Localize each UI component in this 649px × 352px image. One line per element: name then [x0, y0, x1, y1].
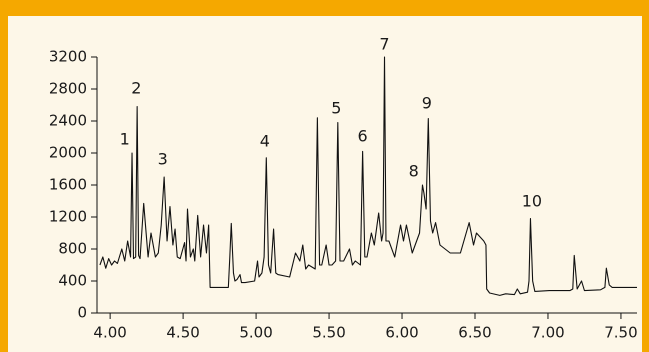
y-tick-label: 1200: [49, 208, 87, 226]
y-tick-label: 800: [58, 240, 87, 258]
y-tick-label: 2800: [49, 80, 87, 98]
y-tick-label: 3200: [49, 48, 87, 66]
y-tick-label: 2400: [49, 112, 87, 130]
trace: [99, 56, 637, 296]
peak-label: 8: [409, 162, 419, 181]
peak-label: 2: [131, 79, 141, 98]
x-tick-label: 6.50: [458, 324, 491, 342]
peak-label: 4: [260, 131, 270, 150]
peak-label: 1: [120, 130, 130, 149]
y-tick-label: 0: [77, 304, 87, 322]
peak-label: 10: [522, 191, 542, 210]
x-tick-label: 6.00: [385, 324, 418, 342]
y-tick-label: 400: [58, 272, 87, 290]
y-tick-label: 2000: [49, 144, 87, 162]
peak-label: 5: [331, 99, 341, 118]
x-tick-label: 7.00: [531, 324, 564, 342]
peak-label: 9: [422, 94, 432, 113]
peak-label: 6: [358, 127, 368, 146]
x-tick-label: 4.00: [93, 324, 126, 342]
x-tick-label: 4.50: [166, 324, 199, 342]
y-tick-label: 1600: [49, 176, 87, 194]
x-tick-label: 5.50: [312, 324, 345, 342]
peak-label: 7: [379, 35, 389, 54]
x-tick-label: 5.00: [239, 324, 272, 342]
chart-panel: [8, 16, 642, 352]
plot-area: 0 400 800 1200 1600 2000 2400 2800 3200 4.00 4.50 5…: [49, 35, 638, 342]
x-tick-label: 7.50: [604, 324, 637, 342]
peak-label: 3: [158, 150, 168, 169]
